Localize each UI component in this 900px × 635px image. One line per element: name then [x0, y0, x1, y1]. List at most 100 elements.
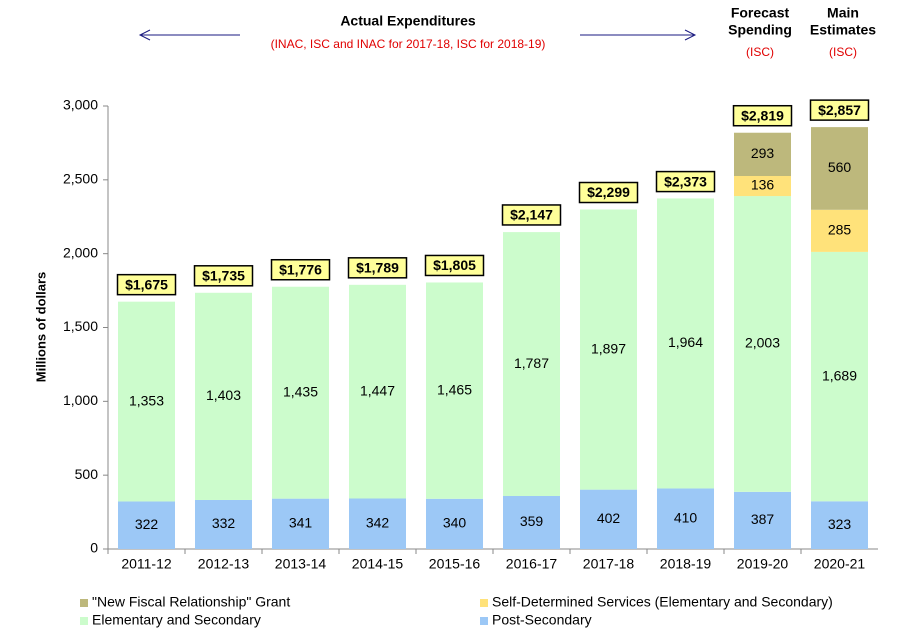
data-label: 1,964	[668, 334, 703, 350]
bar-segment	[272, 498, 329, 549]
bar-segment	[811, 127, 868, 210]
annotation: Main	[827, 5, 859, 21]
total-label: $2,819	[741, 107, 784, 123]
bar-segment	[503, 495, 560, 549]
x-tick-label: 2013-14	[275, 556, 327, 572]
annotation: Estimates	[810, 22, 876, 38]
bar-segment	[657, 488, 714, 549]
bar-segment	[426, 498, 483, 549]
data-label: 359	[520, 513, 544, 529]
x-tick-label: 2018-19	[660, 556, 712, 572]
data-label: 322	[135, 516, 159, 532]
x-tick-label: 2020-21	[814, 556, 866, 572]
x-tick-label: 2011-12	[121, 556, 172, 572]
bar-segment	[811, 209, 868, 252]
data-label: 136	[751, 177, 775, 193]
data-label: 402	[597, 510, 621, 526]
data-label: 341	[289, 515, 313, 531]
legend-label: "New Fiscal Relationship" Grant	[92, 594, 290, 610]
bar-segment	[426, 282, 483, 499]
legend-swatch	[480, 617, 488, 625]
total-box	[270, 258, 331, 281]
legend-swatch	[480, 599, 488, 607]
bar-segment	[272, 286, 329, 499]
data-label: 410	[674, 509, 698, 525]
y-tick-label: 2,000	[63, 244, 98, 260]
bar-segment	[580, 489, 637, 549]
total-label: $1,675	[125, 276, 168, 292]
annotation: Spending	[728, 22, 792, 38]
x-tick-label: 2019-20	[737, 556, 789, 572]
bar-segment	[195, 499, 252, 549]
bar-segment	[118, 501, 175, 549]
total-label: $1,789	[356, 260, 399, 276]
total-box	[732, 104, 793, 127]
x-tick-label: 2017-18	[583, 556, 635, 572]
total-box	[655, 170, 716, 193]
legend-label: Post-Secondary	[492, 612, 592, 628]
data-label: 340	[443, 515, 467, 531]
legend-swatch	[80, 617, 88, 625]
total-box	[424, 254, 485, 277]
data-label: 1,435	[283, 383, 318, 399]
data-label: 1,353	[129, 392, 164, 408]
annotation: (ISC)	[829, 45, 857, 59]
x-tick-label: 2016-17	[506, 556, 558, 572]
total-box	[578, 181, 639, 204]
y-tick-label: 0	[90, 540, 98, 556]
total-label: $2,299	[587, 184, 630, 200]
data-label: 1,403	[206, 387, 241, 403]
total-label: $1,776	[279, 261, 322, 277]
total-label: $2,147	[510, 207, 553, 223]
data-label: 1,897	[591, 340, 626, 356]
data-label: 332	[212, 515, 236, 531]
data-label: 1,787	[514, 355, 549, 371]
bar-segment	[118, 301, 175, 502]
total-label: $2,857	[818, 102, 861, 118]
y-tick-label: 3,000	[63, 97, 98, 113]
x-tick-label: 2015-16	[429, 556, 481, 572]
bar-segment	[734, 196, 791, 492]
data-label: 2,003	[745, 335, 780, 351]
annotation: Actual Expenditures	[340, 13, 476, 29]
total-box	[116, 273, 177, 296]
bar-segment	[734, 491, 791, 549]
total-box	[347, 257, 408, 279]
arrows	[138, 29, 697, 41]
total-box	[809, 99, 870, 121]
total-label: $1,805	[433, 257, 476, 273]
x-tick-label: 2012-13	[198, 556, 250, 572]
data-label: 285	[828, 222, 852, 238]
y-tick-label: 1,000	[63, 392, 98, 408]
annotation: (INAC, ISC and INAC for 2017-18, ISC for…	[271, 37, 546, 51]
bar-segment	[811, 501, 868, 549]
y-tick-label: 1,500	[63, 318, 98, 334]
bar-segment	[657, 198, 714, 489]
total-label: $1,735	[202, 268, 245, 284]
legend-label: Self-Determined Services (Elementary and…	[492, 594, 833, 610]
bar-segment	[734, 175, 791, 197]
bar-segment	[349, 498, 406, 549]
y-tick-label: 2,500	[63, 171, 98, 187]
bar-segment	[503, 232, 560, 496]
legend-label: Elementary and Secondary	[92, 612, 261, 628]
data-label: 293	[751, 145, 775, 161]
data-label: 342	[366, 514, 390, 530]
annotation: Forecast	[731, 5, 790, 21]
y-axis-label: Millions of dollars	[33, 272, 48, 383]
data-label: 1,447	[360, 382, 395, 398]
bar-segment	[195, 292, 252, 500]
y-tick-label: 500	[75, 466, 99, 482]
total-box	[193, 265, 254, 287]
bar-segment	[811, 251, 868, 502]
total-box	[501, 204, 562, 226]
total-label: $2,373	[664, 173, 707, 189]
data-label: 387	[751, 511, 775, 527]
data-label: 323	[828, 516, 852, 532]
data-label: 1,689	[822, 367, 857, 383]
data-label: 1,465	[437, 381, 472, 397]
data-label: 560	[828, 159, 852, 175]
annotation: (ISC)	[746, 45, 774, 59]
